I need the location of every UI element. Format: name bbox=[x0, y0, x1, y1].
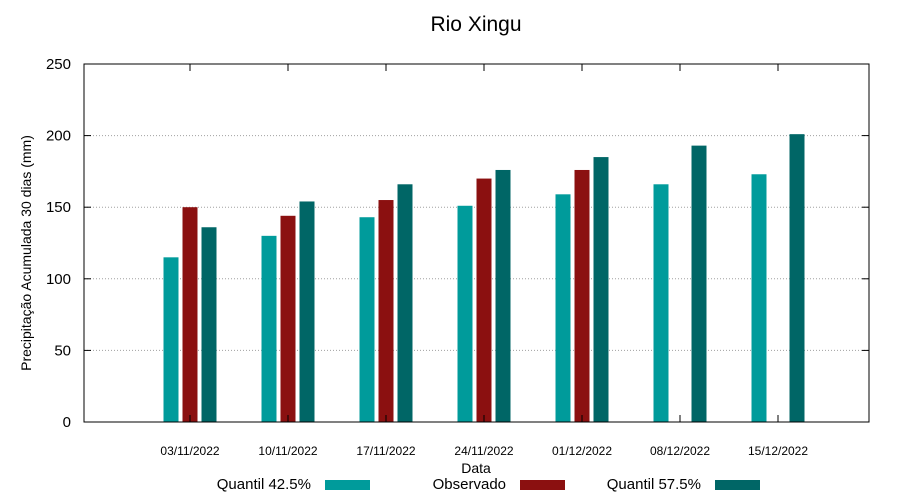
y-tick-label: 50 bbox=[54, 342, 71, 359]
bar-quantil-42-5--3 bbox=[457, 205, 473, 422]
plot-frame bbox=[83, 63, 870, 423]
chart-title: Rio Xingu bbox=[430, 13, 521, 36]
x-tick-label: 01/12/2022 bbox=[552, 444, 612, 458]
bar-observado-2 bbox=[378, 200, 394, 422]
bars bbox=[163, 134, 805, 422]
bar-quantil-57-5--1 bbox=[299, 201, 315, 422]
bar-quantil-57-5--6 bbox=[789, 134, 805, 422]
legend: Quantil 42.5% Observado Quantil 57.5% bbox=[217, 476, 760, 493]
bar-observado-4 bbox=[574, 169, 590, 422]
x-tick-label: 24/11/2022 bbox=[454, 444, 513, 458]
grid-lines bbox=[84, 135, 869, 351]
bar-observado-0 bbox=[182, 207, 198, 422]
legend-swatch bbox=[520, 480, 565, 490]
bar-quantil-42-5--1 bbox=[261, 235, 277, 422]
bar-quantil-42-5--5 bbox=[653, 184, 669, 422]
y-tick-label: 250 bbox=[46, 56, 71, 73]
y-axis-label: Precipitação Acumulada 30 dias (mm) bbox=[18, 135, 34, 371]
bar-quantil-57-5--3 bbox=[495, 169, 511, 422]
x-tick-label: 08/12/2022 bbox=[650, 444, 710, 458]
y-tick-label: 100 bbox=[46, 271, 71, 288]
y-tick-label: 150 bbox=[46, 199, 71, 216]
x-axis-label: Data bbox=[461, 460, 491, 476]
bar-observado-3 bbox=[476, 178, 492, 422]
bar-quantil-57-5--2 bbox=[397, 184, 413, 422]
bar-quantil-57-5--0 bbox=[201, 227, 217, 422]
x-axis-ticks: 03/11/2022 10/11/2022 17/11/2022 24/11/2022… bbox=[160, 64, 808, 458]
bar-quantil-57-5--4 bbox=[593, 157, 609, 422]
x-tick-label: 03/11/2022 bbox=[160, 444, 219, 458]
bar-quantil-42-5--4 bbox=[555, 194, 571, 422]
legend-item: Quantil 57.5% bbox=[607, 476, 760, 493]
legend-swatch bbox=[715, 480, 760, 490]
legend-item: Quantil 42.5% bbox=[217, 476, 370, 493]
legend-label: Quantil 57.5% bbox=[607, 476, 701, 493]
legend-swatch bbox=[325, 480, 370, 490]
y-axis-ticks: 0 50 100 150 200 250 bbox=[46, 56, 869, 431]
bar-quantil-57-5--5 bbox=[691, 145, 707, 422]
x-tick-label: 17/11/2022 bbox=[356, 444, 415, 458]
bar-quantil-42-5--0 bbox=[163, 257, 179, 422]
bar-observado-1 bbox=[280, 215, 296, 422]
y-tick-label: 200 bbox=[46, 128, 71, 145]
legend-label: Quantil 42.5% bbox=[217, 476, 311, 493]
x-tick-label: 15/12/2022 bbox=[748, 444, 808, 458]
legend-item: Observado bbox=[433, 476, 565, 493]
x-tick-label: 10/11/2022 bbox=[258, 444, 317, 458]
legend-label: Observado bbox=[433, 476, 506, 493]
bar-quantil-42-5--2 bbox=[359, 217, 375, 422]
bar-quantil-42-5--6 bbox=[751, 174, 767, 422]
y-tick-label: 0 bbox=[63, 414, 71, 431]
